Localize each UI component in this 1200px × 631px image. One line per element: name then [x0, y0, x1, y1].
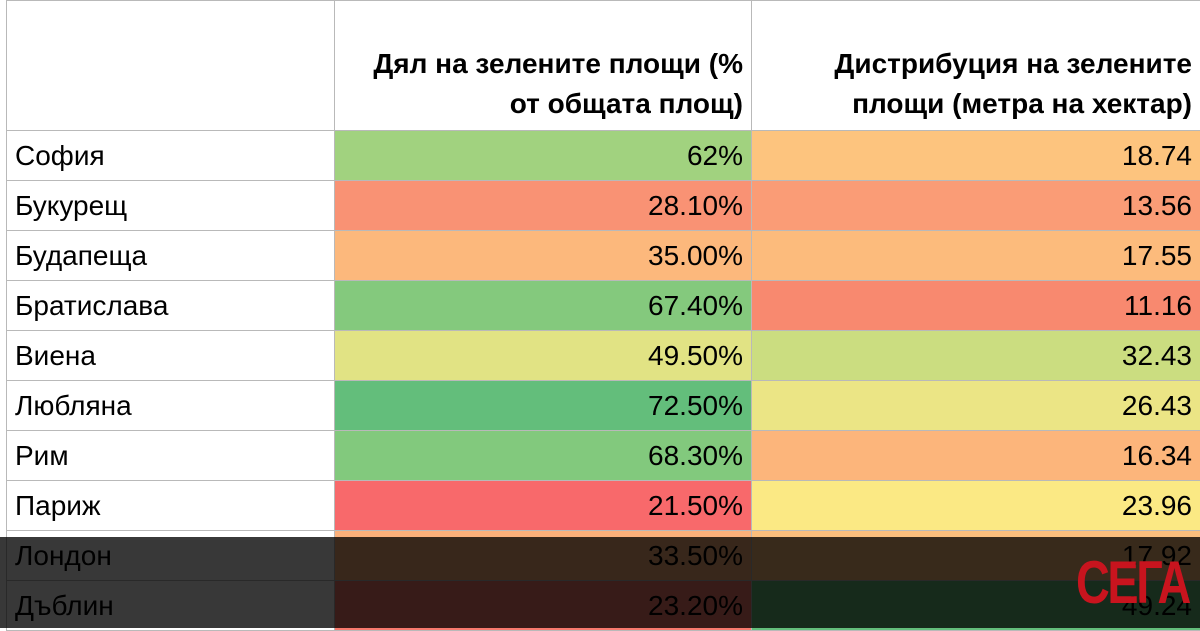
city-cell: Виена	[7, 331, 335, 381]
green-share-cell: 35.00%	[335, 231, 752, 281]
green-share-cell: 62%	[335, 131, 752, 181]
green-share-cell: 67.40%	[335, 281, 752, 331]
header-green-distribution: Дистрибуция на зелените площи (метра на …	[752, 1, 1200, 131]
city-cell: Любляна	[7, 381, 335, 431]
green-distribution-cell: 32.43	[752, 331, 1200, 381]
bottom-overlay	[0, 537, 1200, 628]
green-share-cell: 21.50%	[335, 481, 752, 531]
city-cell: Братислава	[7, 281, 335, 331]
green-distribution-cell: 13.56	[752, 181, 1200, 231]
green-distribution-cell: 17.55	[752, 231, 1200, 281]
city-cell: София	[7, 131, 335, 181]
sega-logo-text: СЕГА	[1075, 553, 1188, 613]
city-cell: Рим	[7, 431, 335, 481]
sega-logo: СЕГА	[1074, 550, 1190, 616]
green-distribution-cell: 18.74	[752, 131, 1200, 181]
green-share-cell: 68.30%	[335, 431, 752, 481]
city-cell: Париж	[7, 481, 335, 531]
green-share-cell: 72.50%	[335, 381, 752, 431]
city-cell: Будапеща	[7, 231, 335, 281]
header-green-share: Дял на зелените площи (% от общата площ)	[335, 1, 752, 131]
header-row: Дял на зелените площи (% от общата площ)…	[7, 1, 1200, 131]
green-distribution-cell: 26.43	[752, 381, 1200, 431]
city-cell: Букурещ	[7, 181, 335, 231]
green-share-cell: 28.10%	[335, 181, 752, 231]
green-distribution-cell: 11.16	[752, 281, 1200, 331]
green-share-cell: 49.50%	[335, 331, 752, 381]
green-distribution-cell: 16.34	[752, 431, 1200, 481]
green-distribution-cell: 23.96	[752, 481, 1200, 531]
header-city	[7, 1, 335, 131]
